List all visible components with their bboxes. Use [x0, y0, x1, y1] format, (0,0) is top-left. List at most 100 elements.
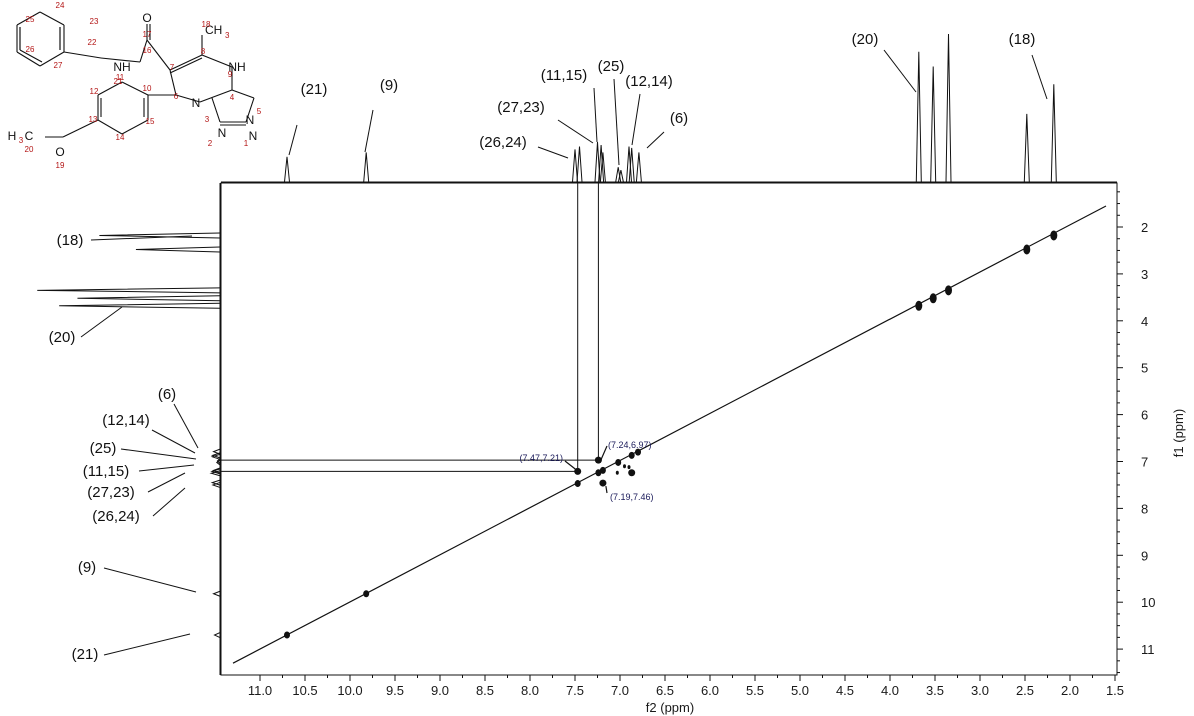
- bond: [19, 49, 43, 63]
- cross-peak: [627, 465, 631, 470]
- atom-number: 20: [25, 145, 34, 154]
- top-peak-label: (26,24): [479, 134, 527, 151]
- atom-number: 12: [90, 87, 99, 96]
- left-label-leader: [103, 633, 191, 656]
- bond: [97, 119, 123, 135]
- atom-label: N: [249, 129, 258, 143]
- top-label-leader: [593, 87, 598, 143]
- left-peak-label: (27,23): [87, 484, 135, 501]
- diagonal-trace: [232, 205, 1107, 664]
- x-tick-label: 8.0: [521, 683, 539, 698]
- peak-markers: [284, 230, 1058, 639]
- left-peak: [210, 468, 221, 475]
- top-peak-label: (27,23): [497, 99, 545, 116]
- atom-number: 19: [56, 161, 65, 170]
- top-label-leader: [288, 124, 298, 156]
- top-label-leader: [557, 119, 594, 144]
- top-peak: [635, 152, 642, 183]
- atom-number: 6: [174, 92, 179, 101]
- diagonal-peak: [574, 480, 581, 488]
- cross-peak: [599, 479, 607, 487]
- diagonal-peak: [929, 293, 937, 304]
- left-peak: [210, 479, 221, 486]
- left-peak-label: (26,24): [92, 508, 140, 525]
- atom-number: 1: [244, 139, 249, 148]
- left-peak: [99, 232, 221, 239]
- top-peak: [945, 33, 952, 183]
- bond: [146, 39, 171, 71]
- atom-number: 13: [89, 115, 98, 124]
- top-peak-label: (12,14): [625, 73, 673, 90]
- top-peak: [572, 149, 578, 183]
- atom-label: H: [8, 129, 17, 143]
- bond: [100, 57, 141, 63]
- bond: [201, 54, 233, 68]
- atom-number: 11: [116, 73, 125, 82]
- left-label-leader: [120, 448, 197, 460]
- top-peak-label: (18): [1009, 31, 1036, 48]
- top-peak-label: (9): [380, 77, 398, 94]
- bond: [121, 81, 149, 96]
- left-label-leader: [103, 567, 197, 593]
- x-tick-label: 8.5: [476, 683, 494, 698]
- x-tick-label: 5.0: [791, 683, 809, 698]
- x-tick-label: 10.0: [337, 683, 362, 698]
- diagonal-peak: [1050, 230, 1058, 241]
- atom-number: 5: [257, 107, 262, 116]
- left-peak: [215, 459, 221, 466]
- bond: [16, 51, 41, 67]
- y-tick-label: 6: [1141, 408, 1148, 423]
- cross-peak-labels: (7.47,7.21) (7.24,6.97) (7.19,7.46): [519, 440, 653, 502]
- x-tick-label: 3.0: [971, 683, 989, 698]
- diagonal-line: [232, 205, 1107, 664]
- cross-peak: [615, 470, 619, 475]
- x-tick-label: 5.5: [746, 683, 764, 698]
- diagonal-peak: [595, 469, 602, 477]
- atom-label: C: [25, 129, 34, 143]
- atom-number: 7: [170, 63, 175, 72]
- y-tick-label: 3: [1141, 267, 1148, 282]
- left-projection-labels: (18) (20) (6) (12,14) (25) (11,15) (27,23) (26,…: [49, 232, 199, 663]
- atom-number: 9: [228, 70, 233, 79]
- left-label-leader: [173, 403, 199, 449]
- left-peak: [59, 302, 221, 309]
- left-label-leader: [90, 235, 193, 241]
- atom-number: 26: [26, 45, 35, 54]
- atom-number: 27: [54, 61, 63, 70]
- diagonal-peak: [915, 300, 923, 311]
- x-tick-label: 7.0: [611, 683, 629, 698]
- top-peak: [1023, 113, 1030, 183]
- left-peak-label: (9): [78, 559, 96, 576]
- cross-peak-pointer: [564, 460, 577, 470]
- atom-number: 3: [19, 136, 24, 145]
- diagonal-peak: [363, 590, 370, 598]
- x-tick-label: 1.5: [1106, 683, 1124, 698]
- cross-peak: [574, 467, 582, 475]
- left-peak-label: (21): [72, 646, 99, 663]
- atom-label: N: [192, 96, 201, 110]
- bond: [139, 39, 148, 63]
- top-projection-labels: (21) (9) (26,24) (27,23) (11,15) (25)(12,14) (…: [288, 31, 1048, 166]
- x-tick-label: 4.0: [881, 683, 899, 698]
- atom-number: 14: [116, 133, 125, 142]
- left-peak-label: (12,14): [102, 412, 150, 429]
- left-label-leader: [147, 472, 186, 493]
- bond: [245, 97, 255, 123]
- top-label-leader: [883, 49, 917, 93]
- top-peak-label: (20): [852, 31, 879, 48]
- bond: [169, 57, 203, 74]
- y-axis: 2 3 4 5 6 7 8 9 10 11: [1117, 191, 1155, 674]
- diagonal-peak: [284, 631, 290, 639]
- atom-number: 16: [143, 46, 152, 55]
- left-projection-spectrum: [37, 183, 221, 675]
- top-peak-label: (25): [598, 58, 625, 75]
- x-tick-label: 6.5: [656, 683, 674, 698]
- top-projection-spectrum: [221, 33, 1117, 183]
- atom-number: 3: [225, 31, 230, 40]
- x-tick-label: 11.0: [248, 683, 272, 698]
- x-axis-title: f2 (ppm): [646, 700, 694, 715]
- x-tick-label: 10.5: [292, 683, 317, 698]
- top-peak: [628, 147, 635, 183]
